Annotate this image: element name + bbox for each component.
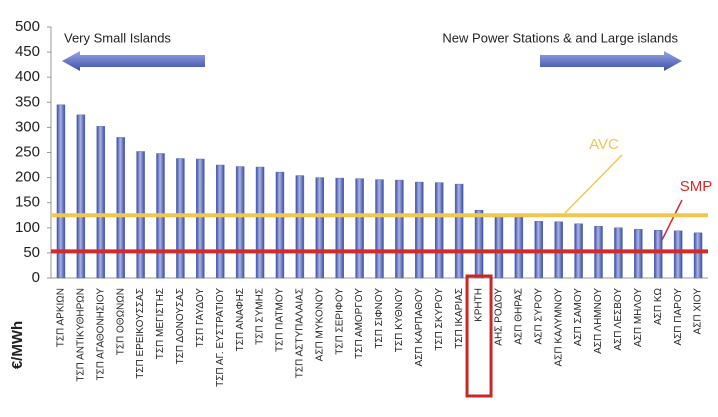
y-tick-label: 150	[15, 194, 40, 211]
annotation-arrow	[564, 154, 623, 214]
bar	[96, 126, 106, 279]
x-tick-label: ΚΡΗΤΗ	[474, 288, 485, 322]
x-tick-label: ΤΣΠ ΠΑΤΜΟΥ	[275, 288, 286, 352]
left-arrow	[62, 51, 205, 71]
x-tick-label: ΑΣΠ ΚΑΛΥΜΝΟΥ	[553, 288, 564, 367]
x-tick-label: ΤΣΠ ΑΣΤΥΠΑΛΑΙΑΣ	[295, 288, 306, 378]
x-tick-label: ΤΣΠ ΑΡΚΙΩΝ	[56, 288, 67, 347]
bar	[295, 175, 305, 279]
bar	[673, 230, 683, 279]
bar	[275, 171, 285, 279]
x-tick-label: ΤΣΠ ΔΟΝΟΥΣΑΣ	[175, 288, 186, 364]
x-tick-label: ΤΣΠ ΑΝΑΦΗΣ	[235, 288, 246, 351]
x-tick-label: ΤΣΠ ΣΕΡΙΦΟΥ	[334, 288, 345, 355]
x-tick-label: ΤΣΠ ΟΘΩΝΩΝ	[115, 288, 126, 355]
bar	[315, 177, 325, 279]
x-tick-label: ΑΣΠ ΛΗΜΝΟΥ	[593, 288, 604, 354]
y-axis-label: €/MWh	[9, 321, 26, 369]
y-tick-label: 350	[15, 93, 40, 110]
bar	[176, 158, 185, 279]
x-tick-label: ΤΣΠ ΓΑΥΔΟΥ	[195, 288, 206, 348]
x-tick-label: ΤΣΠ ΙΚΑΡΙΑΣ	[454, 288, 465, 349]
bar	[434, 182, 444, 279]
x-tick-label: ΑΣΠ ΘΗΡΑΣ	[514, 288, 525, 345]
x-tick-label: ΑΣΠ ΛΕΣΒΟΥ	[613, 288, 624, 351]
x-tick-label: ΑΣΠ ΣΑΜΟΥ	[573, 288, 584, 346]
right-arrow	[540, 51, 682, 71]
reference-label: SMP	[680, 178, 713, 195]
bar	[56, 104, 66, 279]
y-tick-label: 200	[15, 169, 40, 186]
bar	[196, 158, 205, 279]
y-tick-label: 300	[15, 118, 40, 135]
y-tick-label: 250	[15, 143, 40, 160]
bar	[116, 137, 125, 279]
bar	[653, 230, 663, 279]
x-tick-label: ΤΣΠ ΑΜΟΡΓΟΥ	[354, 288, 365, 359]
y-tick-label: 0	[32, 269, 40, 286]
annotation: Very Small Islands	[64, 30, 171, 45]
x-tick-label: ΑΗΣ ΡΟΔΟΥ	[494, 288, 505, 346]
x-tick-label: ΑΣΠ ΣΥΡΟΥ	[533, 288, 544, 345]
bar	[255, 166, 265, 279]
x-tick-label: ΤΣΠ ΣΥΜΗΣ	[255, 288, 266, 345]
y-tick-label: 450	[15, 43, 40, 60]
x-tick-label: ΑΣΠ ΚΩ	[653, 287, 664, 325]
bar	[215, 164, 225, 279]
annotation: New Power Stations & and Large islands	[442, 30, 678, 45]
bar	[335, 177, 344, 279]
x-tick-label: ΤΣΠ ΣΙΦΝΟΥ	[374, 288, 385, 349]
y-tick-label: 50	[23, 244, 40, 261]
x-tick-label: ΑΣΠ ΚΑΡΠΑΘΟΥ	[414, 288, 425, 367]
highlight-box	[465, 274, 493, 398]
x-tick-label: ΑΣΠ ΜΥΚΟΝΟΥ	[314, 288, 325, 362]
bar	[375, 179, 384, 279]
y-tick-label: 400	[15, 68, 40, 85]
bar	[514, 217, 524, 279]
x-tick-label: ΤΣΠ ΚΥΘΝΟΥ	[394, 288, 405, 353]
x-tick-label: ΤΣΠ ΣΚΥΡΟΥ	[434, 288, 445, 351]
x-tick-label: ΤΣΠ ΑΓ. ΕΥΣΤΡΑΤΙΟΥ	[215, 288, 226, 387]
bar	[634, 229, 643, 279]
bar	[235, 166, 245, 279]
bar	[693, 232, 703, 279]
bar	[355, 178, 364, 279]
bar	[474, 209, 484, 279]
x-tick-label: ΤΣΠ ΑΝΤΙΚΥΘΗΡΩΝ	[76, 288, 87, 382]
bar	[494, 216, 504, 279]
y-tick-label: 100	[15, 219, 40, 236]
bar	[415, 181, 424, 279]
x-tick-label: ΤΣΠ ΑΓΑΘΟΝΗΣΙΟΥ	[95, 288, 106, 381]
reference-label: AVC	[589, 136, 619, 153]
x-tick-label: ΑΣΠ ΜΗΛΟΥ	[633, 288, 644, 347]
x-tick-label: ΑΣΠ ΠΑΡΟΥ	[673, 288, 684, 346]
bar	[395, 179, 404, 279]
y-tick-label: 500	[15, 18, 40, 35]
x-tick-label: ΑΣΠ ΧΙΟΥ	[693, 288, 704, 335]
x-tick-label: ΤΣΠ ΜΕΓΙΣΤΗΣ	[155, 288, 166, 359]
x-tick-label: ΤΣΠ ΕΡΕΙΚΟΥΣΣΑΣ	[135, 288, 146, 379]
bar	[454, 183, 464, 279]
bar	[76, 114, 86, 279]
